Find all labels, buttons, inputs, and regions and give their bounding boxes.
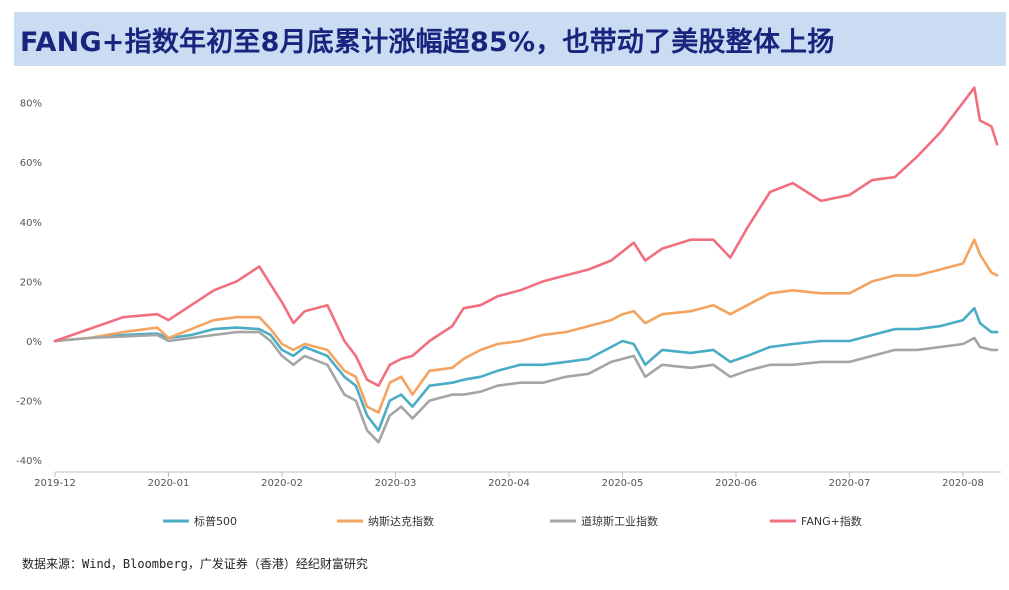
legend-label: 标普500	[194, 514, 237, 528]
x-axis: 2019-12 2020-01 2020-02 2020-03 2020-04 2020-…	[34, 471, 1002, 489]
x-tick-label: 2019-12	[34, 478, 76, 489]
x-tick-label: 2020-05	[602, 478, 644, 489]
x-tick-label: 2020-02	[261, 478, 303, 489]
title-bar: FANG+指数年初至8月底累计涨幅超85%，也带动了美股整体上扬	[14, 12, 1006, 66]
y-tick-label: 20%	[20, 277, 42, 288]
y-tick-label: -20%	[16, 397, 42, 408]
series-line-标普500	[53, 306, 999, 432]
y-tick-label: 0%	[26, 337, 42, 348]
x-tick-label: 2020-03	[375, 478, 417, 489]
x-tick-label: 2020-08	[942, 478, 984, 489]
series-line-道琼斯工业指数	[53, 330, 999, 444]
legend-label: 道琼斯工业指数	[581, 514, 658, 528]
y-tick-label: -40%	[16, 456, 42, 467]
x-tick-label: 2020-07	[829, 478, 871, 489]
legend-label: FANG+指数	[801, 514, 862, 528]
y-tick-label: 40%	[20, 218, 42, 229]
y-axis: -40% -20% 0% 20% 40% 60% 80%	[16, 99, 42, 468]
chart-title: FANG+指数年初至8月底累计涨幅超85%，也带动了美股整体上扬	[20, 26, 835, 58]
x-tick-label: 2020-04	[488, 478, 530, 489]
y-tick-label: 80%	[20, 99, 42, 110]
source-note: 数据来源：Wind，Bloomberg，广发证券（香港）经纪财富研究	[22, 557, 368, 571]
series-line-FANG+指数	[53, 86, 999, 388]
series-line-纳斯达克指数	[53, 238, 999, 414]
legend: 标普500 纳斯达克指数 道琼斯工业指数 FANG+指数	[163, 514, 862, 528]
x-tick-label: 2020-01	[148, 478, 190, 489]
x-tick-label: 2020-06	[715, 478, 757, 489]
series-lines	[53, 86, 999, 444]
line-chart: -40% -20% 0% 20% 40% 60% 80% 2019-12 2020-01 202…	[16, 86, 1002, 528]
legend-label: 纳斯达克指数	[368, 514, 434, 528]
y-tick-label: 60%	[20, 158, 42, 169]
